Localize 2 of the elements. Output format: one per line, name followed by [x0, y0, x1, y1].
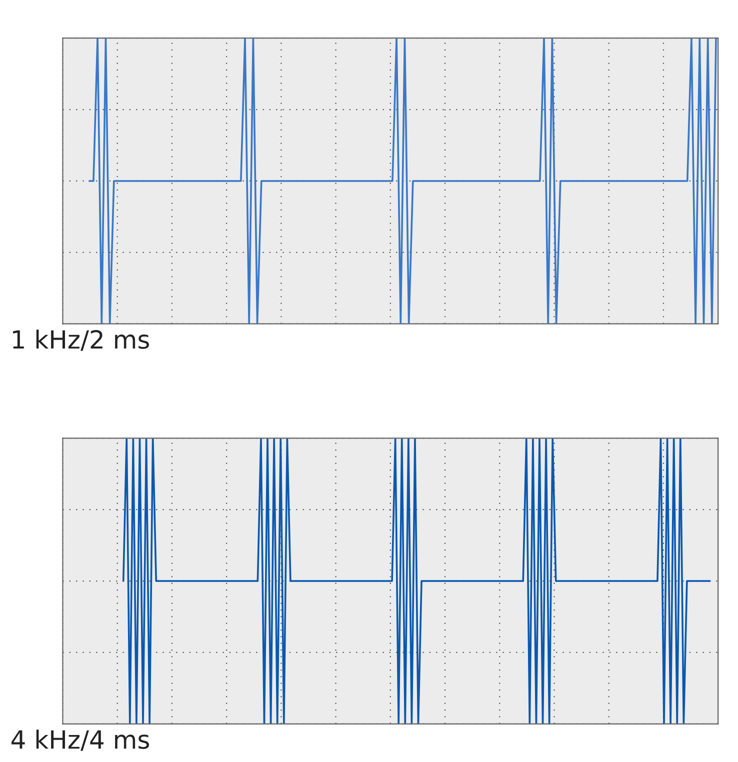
- text: 4 kHz/4 ms: [12, 730, 149, 751]
- text: 1 kHz/2 ms: [13, 330, 149, 351]
